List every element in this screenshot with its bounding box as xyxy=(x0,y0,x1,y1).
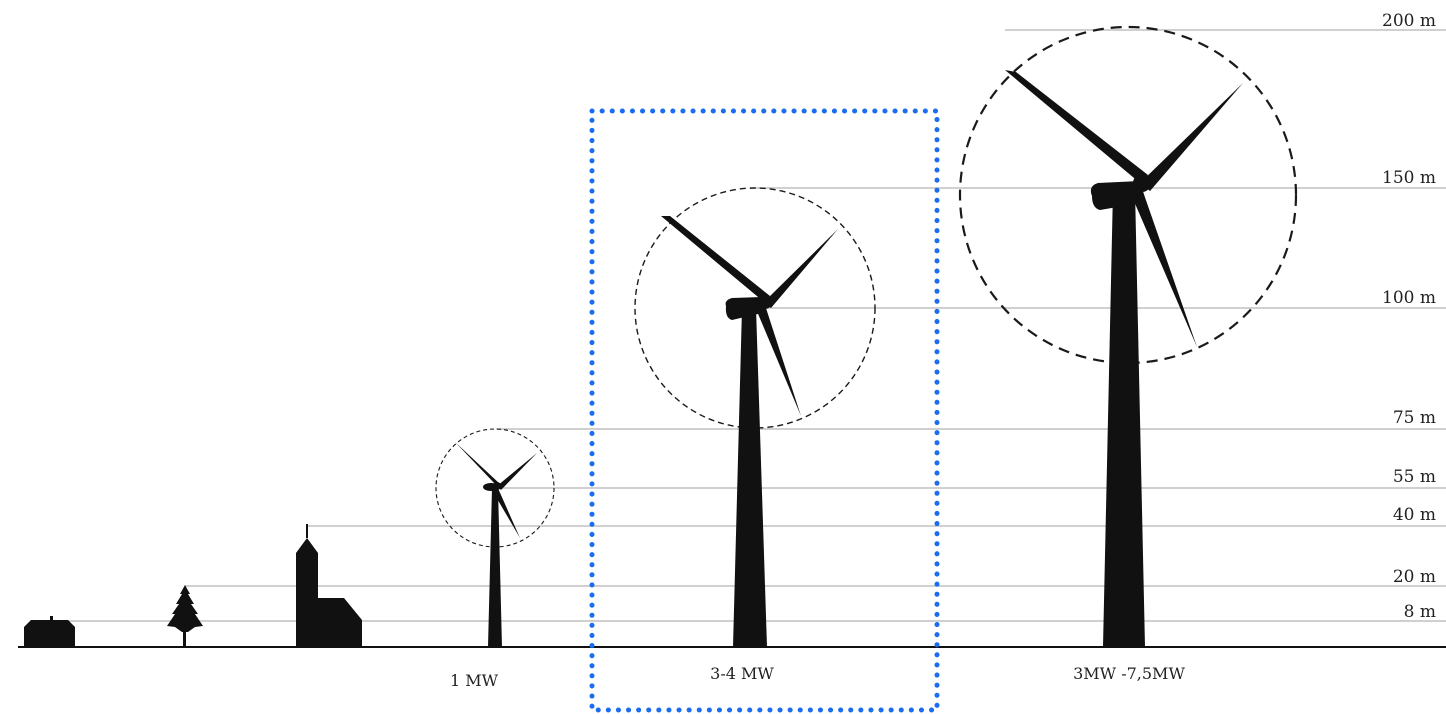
tower-3-4mw xyxy=(733,308,767,647)
rotor-circle-3-7-5mw xyxy=(958,25,1298,365)
turbine-label-1mw: 1 MW xyxy=(450,671,499,690)
height-label-55: 55 m xyxy=(1393,467,1436,487)
turbine-label-3-4mw: 3-4 MW xyxy=(710,664,774,683)
height-label-20: 20 m xyxy=(1393,567,1436,587)
height-label-75: 75 m xyxy=(1393,408,1436,428)
blades-1mw xyxy=(455,442,537,538)
height-label-100: 100 m xyxy=(1382,288,1436,308)
nacelle-3-4mw xyxy=(725,297,766,320)
house-silhouette xyxy=(24,616,75,647)
height-label-150: 150 m xyxy=(1382,168,1436,188)
tower-1mw xyxy=(488,488,502,647)
nacelle-3-7-5mw xyxy=(1090,181,1146,210)
rotor-circle-3-4mw xyxy=(634,187,876,429)
tower-3-7-5mw xyxy=(1103,190,1145,647)
highlight-box-3-4mw xyxy=(589,108,940,713)
church-silhouette xyxy=(296,524,362,647)
height-labels: 200 m 150 m 100 m 75 m 55 m 40 m 20 m 8 … xyxy=(1382,11,1436,622)
turbine-3-7-5mw xyxy=(958,25,1298,647)
height-label-200: 200 m xyxy=(1382,11,1436,31)
height-label-40: 40 m xyxy=(1393,505,1436,525)
turbine-1mw xyxy=(435,428,555,647)
turbine-label-3-7-5mw: 3MW -7,5MW xyxy=(1073,664,1185,683)
height-label-8: 8 m xyxy=(1404,602,1436,622)
tree-silhouette xyxy=(167,585,203,647)
turbine-3-4mw xyxy=(634,187,876,647)
